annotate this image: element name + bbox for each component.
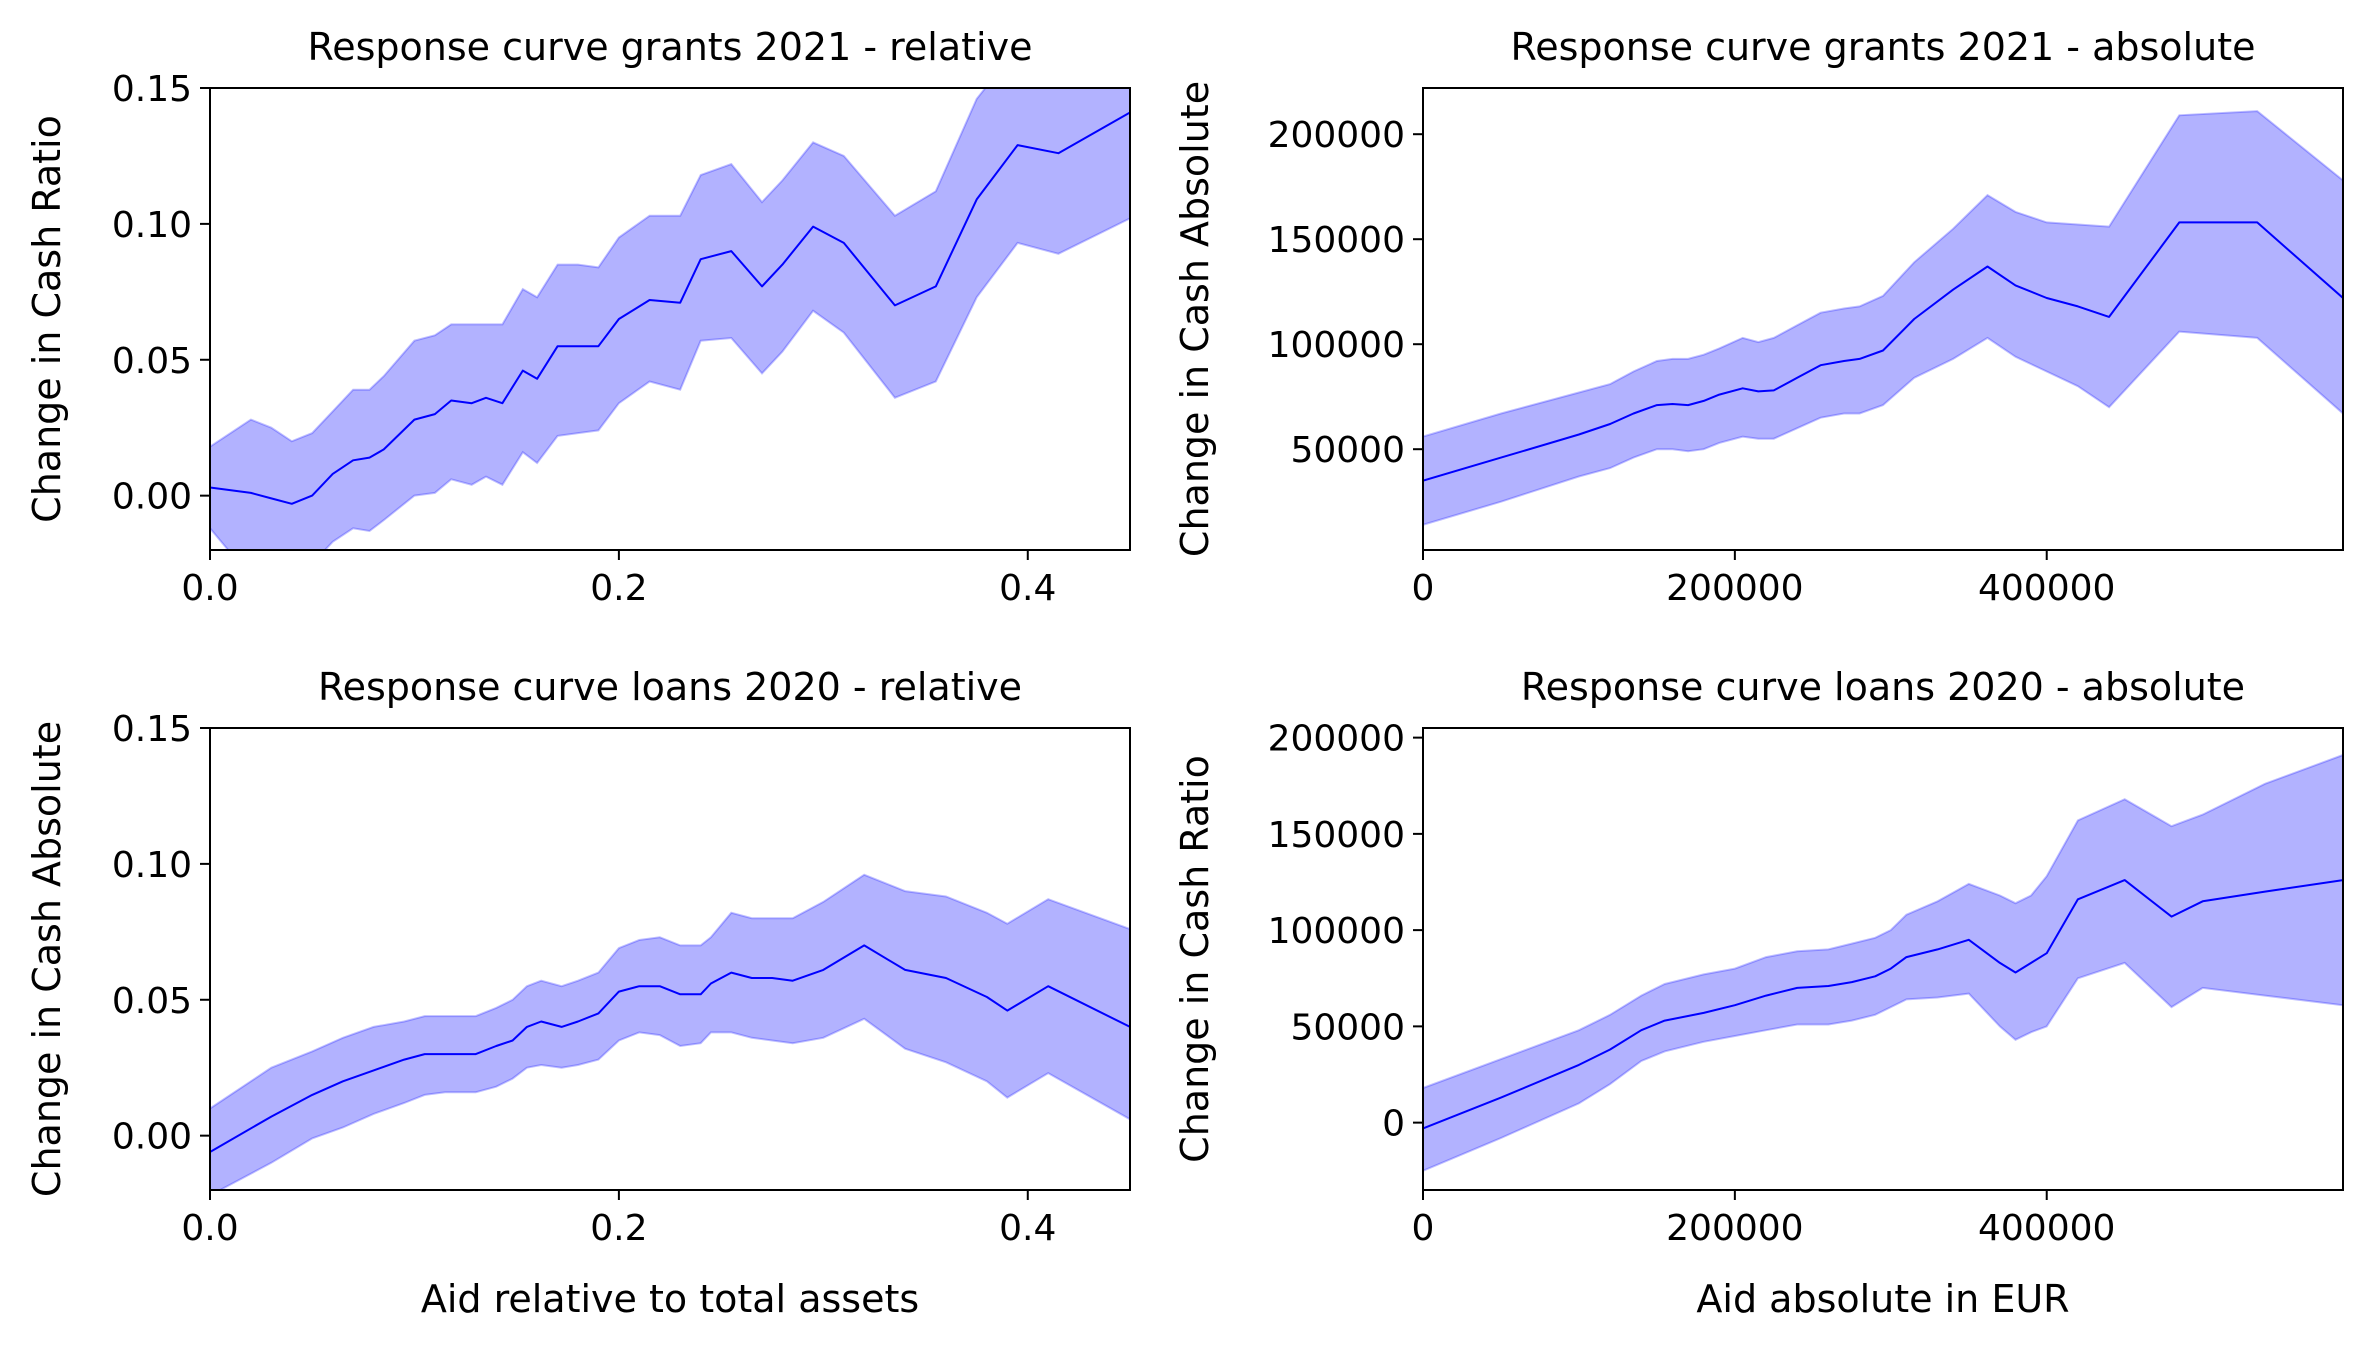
y-axis-label: Change in Cash Ratio (1173, 755, 1217, 1163)
plot-area (210, 873, 1130, 1190)
confidence-band (210, 873, 1130, 1190)
y-tick-label: 0.10 (112, 845, 192, 886)
y-tick-label: 0.00 (112, 477, 192, 518)
x-tick-label: 0 (1412, 568, 1435, 609)
confidence-band (1423, 110, 2343, 526)
plot-area (210, 88, 1130, 550)
panel-title: Response curve grants 2021 - absolute (1511, 25, 2256, 69)
x-axis-label: Aid relative to total assets (421, 1277, 919, 1321)
panel-title: Response curve grants 2021 - relative (308, 25, 1033, 69)
panel-title: Response curve loans 2020 - relative (318, 665, 1022, 709)
x-tick-label: 0.0 (181, 568, 238, 609)
x-tick-label: 0.4 (999, 1208, 1056, 1249)
y-tick-label: 100000 (1268, 911, 1405, 952)
x-tick-label: 0.4 (999, 568, 1056, 609)
x-tick-label: 200000 (1666, 568, 1803, 609)
y-tick-label: 200000 (1268, 115, 1405, 156)
panel-loans-relative: Response curve loans 2020 - relative Cha… (25, 665, 1131, 1321)
y-axis-label: Change in Cash Absolute (25, 721, 69, 1197)
y-tick-label: 50000 (1290, 430, 1405, 471)
axes-frame (209, 87, 1131, 551)
y-tick-label: 150000 (1268, 220, 1405, 261)
response-line (210, 111, 1130, 505)
y-tick-label: 50000 (1290, 1007, 1405, 1048)
x-tick-label: 0.2 (590, 1208, 647, 1249)
x-tick-label: 400000 (1978, 1208, 2115, 1249)
panel-grants-relative: Response curve grants 2021 - relative Ch… (25, 25, 1131, 609)
x-tick-label: 400000 (1978, 568, 2115, 609)
x-tick-label: 0.0 (181, 1208, 238, 1249)
axes-frame (209, 727, 1131, 1191)
y-tick-label: 0.15 (112, 69, 192, 110)
y-tick-label: 150000 (1268, 815, 1405, 856)
y-tick-label: 100000 (1268, 325, 1405, 366)
confidence-band (210, 88, 1130, 550)
panel-grants-absolute: Response curve grants 2021 - absolute Ch… (1173, 25, 2344, 609)
y-tick-label: 0.10 (112, 205, 192, 246)
x-tick-label: 200000 (1666, 1208, 1803, 1249)
axes-frame (1422, 727, 2344, 1191)
plot-area (1423, 753, 2343, 1172)
response-line (1423, 879, 2343, 1130)
y-axis-label: Change in Cash Absolute (1173, 81, 1217, 557)
panel-loans-absolute: Response curve loans 2020 - absolute Cha… (1173, 665, 2344, 1321)
response-line (210, 944, 1130, 1153)
x-axis-label: Aid absolute in EUR (1696, 1277, 2069, 1321)
y-tick-label: 0.05 (112, 341, 192, 382)
panel-title: Response curve loans 2020 - absolute (1521, 665, 2245, 709)
y-tick-label: 200000 (1268, 719, 1405, 760)
confidence-band (1423, 753, 2343, 1172)
y-tick-label: 0.15 (112, 709, 192, 750)
x-tick-label: 0 (1412, 1208, 1435, 1249)
x-tick-label: 0.2 (590, 568, 647, 609)
y-tick-label: 0 (1382, 1104, 1405, 1145)
plot-area (1423, 110, 2343, 526)
response-line (1423, 221, 2343, 482)
axes-frame (1422, 87, 2344, 551)
y-tick-label: 0.00 (112, 1117, 192, 1158)
y-tick-label: 0.05 (112, 981, 192, 1022)
y-axis-label: Change in Cash Ratio (25, 115, 69, 523)
